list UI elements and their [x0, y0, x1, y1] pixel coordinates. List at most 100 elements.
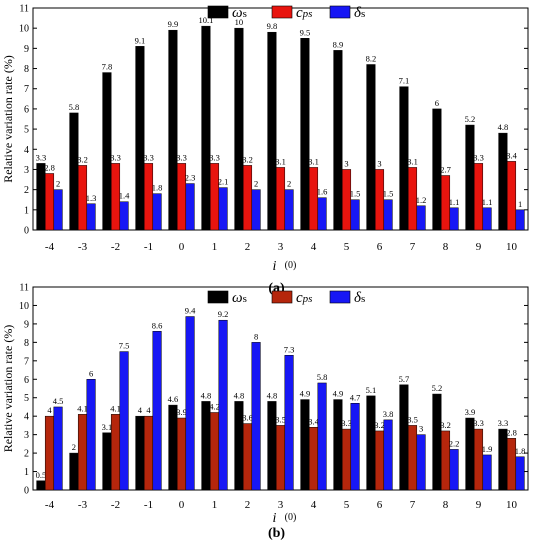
- bar-value-label: 3.6: [242, 413, 253, 423]
- bar-omega: [300, 38, 310, 231]
- bar-delta: [185, 316, 195, 491]
- bar-cps: [209, 163, 220, 231]
- bar-value-label: 9.8: [267, 21, 278, 31]
- x-tick-label: 0: [179, 241, 185, 253]
- x-tick-label: 3: [278, 499, 284, 511]
- x-tick-label: -2: [111, 499, 120, 511]
- x-tick-label: -3: [78, 499, 88, 511]
- bar-value-label: 1.8: [152, 183, 163, 193]
- bar-delta: [515, 456, 525, 491]
- bar-cps: [77, 165, 88, 231]
- bar-cps: [473, 428, 484, 491]
- bar-delta: [350, 403, 360, 491]
- bar-value-label: 4.8: [267, 390, 278, 400]
- bar-value-label: 10: [235, 17, 244, 27]
- bar-omega: [102, 72, 112, 231]
- bar-delta: [218, 319, 228, 491]
- y-tick-label: 3: [24, 430, 29, 441]
- legend-label: ωs: [232, 290, 247, 306]
- x-tick-label: -3: [78, 241, 88, 253]
- bar-delta: [482, 207, 492, 231]
- bar-delta: [284, 189, 294, 231]
- x-tick-label: 8: [443, 499, 449, 511]
- bar-value-label: 3.3: [473, 418, 484, 428]
- bar-delta: [449, 207, 459, 231]
- bar-value-label: 7.8: [102, 62, 113, 72]
- legend-label: ωs: [232, 5, 247, 21]
- y-tick-label: 1: [24, 205, 29, 216]
- bar-value-label: 2: [287, 179, 291, 189]
- bar-delta: [185, 183, 195, 231]
- bar-omega: [432, 393, 442, 491]
- bar-value-label: 8.6: [152, 320, 163, 330]
- bar-value-label: 9.4: [185, 306, 196, 316]
- legend-label: cps: [296, 5, 312, 21]
- bar-value-label: 3.1: [275, 156, 286, 166]
- bar-value-label: 3.3: [176, 152, 187, 162]
- bar-value-label: 1.4: [119, 191, 130, 201]
- bar-value-label: 1.2: [416, 195, 427, 205]
- y-tick-label: 11: [19, 4, 29, 15]
- bar-value-label: 6: [435, 98, 439, 108]
- bar-omega: [366, 395, 376, 491]
- bar-value-label: 5.7: [399, 374, 410, 384]
- bar-omega: [69, 112, 79, 231]
- bar-value-label: 3.1: [102, 422, 113, 432]
- bar-omega: [399, 384, 409, 491]
- bar-value-label: 3.3: [143, 152, 154, 162]
- bar-delta: [119, 351, 129, 491]
- bar-cps: [275, 167, 286, 231]
- bar-value-label: 3.8: [383, 409, 394, 419]
- bar-delta: [152, 331, 162, 491]
- bar-delta: [218, 187, 228, 231]
- bar-delta: [284, 355, 294, 491]
- bar-omega: [498, 428, 508, 491]
- bar-omega: [465, 417, 475, 491]
- bar-delta: [86, 203, 96, 231]
- bar-value-label: 1: [518, 199, 522, 209]
- x-axis-label: i: [273, 511, 277, 526]
- bar-value-label: 3.9: [176, 407, 187, 417]
- x-tick-label: 9: [476, 499, 482, 511]
- legend: ωs cps δs: [207, 290, 365, 306]
- bar-cps: [242, 423, 253, 491]
- bar-cps: [242, 165, 253, 231]
- bar-delta: [416, 434, 426, 491]
- x-tick-label: 3: [278, 241, 284, 253]
- x-tick-label: -2: [111, 241, 120, 253]
- legend-swatch: [271, 290, 293, 304]
- x-tick-label: 10: [506, 499, 518, 511]
- bar-cps: [407, 425, 418, 491]
- bar-delta: [383, 199, 393, 231]
- bar-value-label: 8: [254, 331, 258, 341]
- bar-cps: [176, 417, 187, 491]
- bar-delta: [251, 342, 261, 491]
- bar-omega: [333, 50, 343, 231]
- bar-omega: [267, 31, 277, 231]
- bar-omega: [498, 132, 508, 231]
- bar-value-label: 1.5: [350, 189, 361, 199]
- y-tick-label: 2: [24, 185, 29, 196]
- bar-cps: [44, 415, 55, 491]
- bar-value-label: 3.2: [77, 154, 88, 164]
- x-tick-label: 1: [212, 499, 218, 511]
- x-tick-label: 1: [212, 241, 218, 253]
- bar-cps: [110, 163, 121, 231]
- bar-cps: [308, 167, 319, 231]
- y-tick-label: 4: [24, 412, 29, 423]
- bar-value-label: 4.9: [333, 389, 344, 399]
- y-tick-label: 6: [24, 104, 29, 115]
- bar-cps: [77, 414, 88, 491]
- x-tick-label: 5: [344, 241, 350, 253]
- bar-delta: [416, 205, 426, 231]
- bar-delta: [119, 201, 129, 231]
- y-tick-label: 5: [24, 125, 29, 136]
- y-tick-label: 7: [24, 356, 29, 367]
- y-tick-label: 8: [24, 64, 29, 75]
- bar-value-label: 9.1: [135, 35, 146, 45]
- bar-cps: [440, 175, 451, 231]
- bar-value-label: 7.1: [399, 76, 410, 86]
- bar-value-label: 5.8: [69, 102, 80, 112]
- legend-label: δs: [354, 290, 365, 306]
